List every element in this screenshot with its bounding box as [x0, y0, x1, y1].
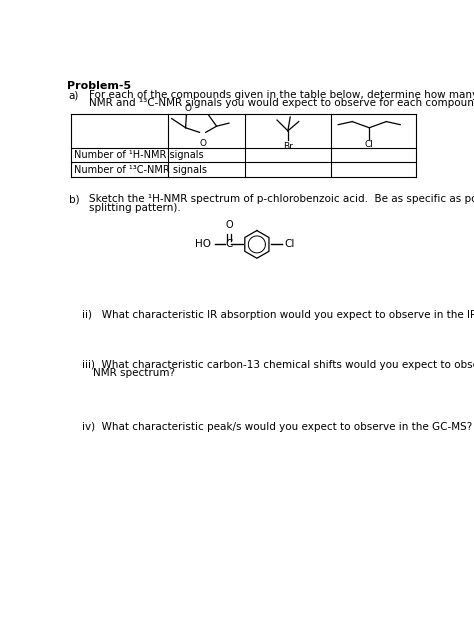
Text: Cl: Cl	[365, 140, 374, 149]
Text: NMR spectrum?: NMR spectrum?	[93, 368, 175, 378]
Text: Cl: Cl	[284, 239, 294, 249]
Text: O: O	[199, 139, 206, 148]
Text: Number of ¹³C-NMR signals: Number of ¹³C-NMR signals	[74, 165, 207, 175]
Text: ii)   What characteristic IR absorption would you expect to observe in the IR sp: ii) What characteristic IR absorption wo…	[82, 310, 474, 320]
Text: C: C	[225, 239, 233, 249]
Text: Number of ¹H-NMR signals: Number of ¹H-NMR signals	[74, 150, 204, 160]
Text: For each of the compounds given in the table below, determine how many distinct : For each of the compounds given in the t…	[89, 91, 474, 101]
Text: O: O	[225, 220, 233, 230]
Text: Sketch the ¹H-NMR spectrum of p-chlorobenzoic acid.  Be as specific as possible,: Sketch the ¹H-NMR spectrum of p-chlorobe…	[89, 194, 474, 204]
Text: iv)  What characteristic peak/s would you expect to observe in the GC-MS?: iv) What characteristic peak/s would you…	[82, 421, 473, 431]
Text: NMR and ¹³C-NMR signals you would expect to observe for each compound.: NMR and ¹³C-NMR signals you would expect…	[89, 98, 474, 108]
Text: O: O	[184, 104, 191, 113]
Text: iii)  What characteristic carbon-13 chemical shifts would you expect to observe : iii) What characteristic carbon-13 chemi…	[82, 360, 474, 370]
Text: splitting pattern).: splitting pattern).	[89, 203, 181, 213]
Text: a): a)	[69, 91, 79, 101]
Text: Br: Br	[283, 142, 293, 151]
Text: Problem-5: Problem-5	[67, 81, 131, 91]
Text: b): b)	[69, 194, 79, 204]
Text: HO: HO	[195, 239, 211, 249]
